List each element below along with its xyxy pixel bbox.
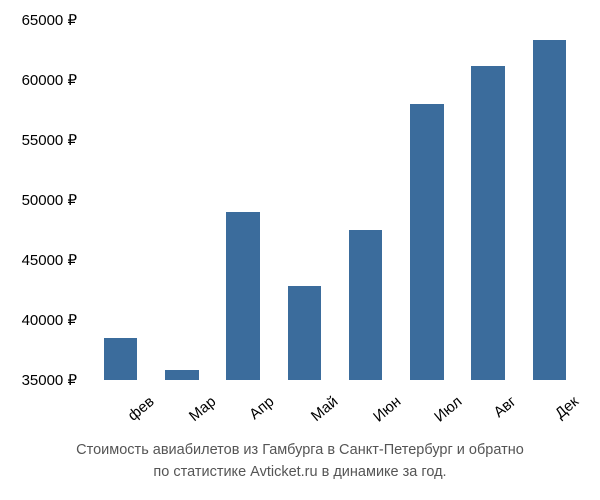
chart-plot-area: [90, 20, 580, 380]
y-axis: 35000 ₽40000 ₽45000 ₽50000 ₽55000 ₽60000…: [0, 20, 85, 380]
x-tick-label: Авг: [491, 393, 520, 421]
y-tick-label: 65000 ₽: [22, 11, 77, 29]
y-tick-label: 55000 ₽: [22, 131, 77, 149]
bar: [288, 286, 322, 380]
y-tick-label: 60000 ₽: [22, 71, 77, 89]
x-axis: фев Мар Апр Май Июн Июл Авг Дек: [90, 385, 580, 435]
x-tick-label: Июл: [431, 393, 465, 426]
x-tick-label: Май: [308, 393, 341, 425]
bar: [533, 40, 567, 380]
bar: [165, 370, 199, 380]
x-tick-label: Июн: [370, 393, 404, 426]
y-tick-label: 40000 ₽: [22, 311, 77, 329]
caption-line-2: по статистике Avticket.ru в динамике за …: [153, 464, 446, 480]
x-tick-label: фев: [124, 393, 157, 424]
x-tick-label: Апр: [246, 393, 277, 423]
x-tick-label: Дек: [552, 393, 582, 422]
bars-container: [90, 20, 580, 380]
bar: [349, 230, 383, 380]
bar: [410, 104, 444, 380]
bar: [104, 338, 138, 380]
bar: [226, 212, 260, 380]
y-tick-label: 50000 ₽: [22, 191, 77, 209]
x-tick-label: Мар: [186, 393, 219, 425]
y-tick-label: 45000 ₽: [22, 251, 77, 269]
caption-line-1: Стоимость авиабилетов из Гамбурга в Санк…: [76, 442, 524, 458]
bar: [471, 66, 505, 380]
y-tick-label: 35000 ₽: [22, 371, 77, 389]
chart-caption: Стоимость авиабилетов из Гамбурга в Санк…: [0, 440, 600, 484]
